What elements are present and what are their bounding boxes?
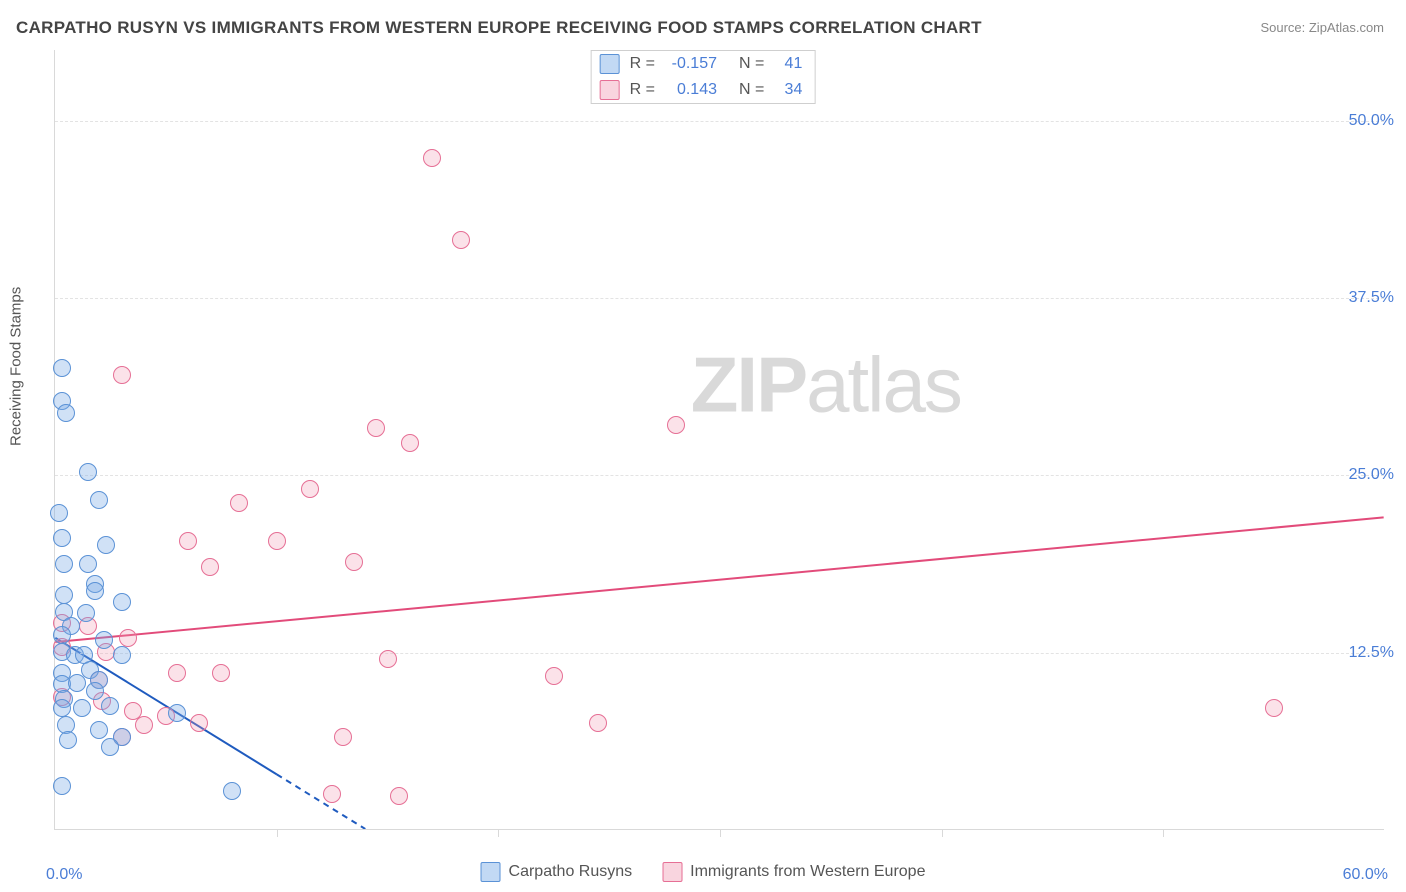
- plot-area: ZIPatlas: [54, 50, 1384, 830]
- data-point: [97, 536, 115, 554]
- series-legend: Carpatho Rusyns Immigrants from Western E…: [481, 862, 926, 882]
- data-point: [190, 714, 208, 732]
- chart-title: CARPATHO RUSYN VS IMMIGRANTS FROM WESTER…: [16, 18, 982, 38]
- data-point: [268, 532, 286, 550]
- data-point: [57, 404, 75, 422]
- data-point: [323, 785, 341, 803]
- r-value: 0.143: [665, 81, 717, 99]
- data-point: [452, 231, 470, 249]
- x-tick: [942, 829, 943, 837]
- data-point: [86, 582, 104, 600]
- gridline: [55, 298, 1384, 299]
- y-tick-label: 25.0%: [1349, 466, 1394, 484]
- data-point: [212, 664, 230, 682]
- n-label: N =: [739, 81, 764, 99]
- corr-legend-row: R = 0.143 N = 34: [592, 77, 815, 103]
- data-point: [301, 480, 319, 498]
- r-value: -0.157: [665, 55, 717, 73]
- r-label: R =: [630, 81, 655, 99]
- watermark: ZIPatlas: [691, 339, 961, 430]
- data-point: [135, 716, 153, 734]
- data-point: [79, 555, 97, 573]
- data-point: [53, 359, 71, 377]
- gridline: [55, 475, 1384, 476]
- data-point: [90, 721, 108, 739]
- corr-legend-row: R = -0.157 N = 41: [592, 51, 815, 77]
- legend-swatch: [662, 862, 682, 882]
- data-point: [55, 586, 73, 604]
- series-label: Immigrants from Western Europe: [690, 863, 925, 881]
- data-point: [53, 626, 71, 644]
- x-max-label: 60.0%: [1343, 866, 1388, 884]
- data-point: [53, 699, 71, 717]
- x-min-label: 0.0%: [46, 866, 82, 884]
- data-point: [367, 419, 385, 437]
- data-point: [230, 494, 248, 512]
- data-point: [101, 697, 119, 715]
- y-axis-label: Receiving Food Stamps: [8, 287, 25, 446]
- legend-swatch: [600, 80, 620, 100]
- legend-swatch: [600, 54, 620, 74]
- series-legend-item: Carpatho Rusyns: [481, 862, 633, 882]
- x-tick: [498, 829, 499, 837]
- data-point: [589, 714, 607, 732]
- data-point: [50, 504, 68, 522]
- data-point: [86, 682, 104, 700]
- data-point: [1265, 699, 1283, 717]
- gridline: [55, 653, 1384, 654]
- data-point: [345, 553, 363, 571]
- trend-lines: [55, 50, 1384, 829]
- data-point: [113, 593, 131, 611]
- data-point: [90, 491, 108, 509]
- data-point: [53, 777, 71, 795]
- data-point: [168, 664, 186, 682]
- data-point: [379, 650, 397, 668]
- data-point: [68, 674, 86, 692]
- data-point: [401, 434, 419, 452]
- data-point: [77, 604, 95, 622]
- gridline: [55, 121, 1384, 122]
- watermark-rest: atlas: [806, 340, 961, 428]
- legend-swatch: [481, 862, 501, 882]
- data-point: [113, 646, 131, 664]
- data-point: [113, 366, 131, 384]
- data-point: [101, 738, 119, 756]
- data-point: [667, 416, 685, 434]
- watermark-bold: ZIP: [691, 340, 806, 428]
- data-point: [119, 629, 137, 647]
- data-point: [168, 704, 186, 722]
- y-tick-label: 50.0%: [1349, 112, 1394, 130]
- source-label: Source: ZipAtlas.com: [1260, 20, 1384, 35]
- n-value: 34: [774, 81, 802, 99]
- data-point: [201, 558, 219, 576]
- series-label: Carpatho Rusyns: [509, 863, 633, 881]
- x-tick: [277, 829, 278, 837]
- data-point: [423, 149, 441, 167]
- series-legend-item: Immigrants from Western Europe: [662, 862, 925, 882]
- data-point: [334, 728, 352, 746]
- data-point: [55, 555, 73, 573]
- r-label: R =: [630, 55, 655, 73]
- data-point: [223, 782, 241, 800]
- data-point: [73, 699, 91, 717]
- data-point: [53, 529, 71, 547]
- n-label: N =: [739, 55, 764, 73]
- n-value: 41: [774, 55, 802, 73]
- data-point: [95, 631, 113, 649]
- x-tick: [720, 829, 721, 837]
- x-tick: [1163, 829, 1164, 837]
- data-point: [390, 787, 408, 805]
- y-tick-label: 37.5%: [1349, 289, 1394, 307]
- y-tick-label: 12.5%: [1349, 644, 1394, 662]
- data-point: [179, 532, 197, 550]
- data-point: [59, 731, 77, 749]
- correlation-legend: R = -0.157 N = 41 R = 0.143 N = 34: [591, 50, 816, 104]
- data-point: [545, 667, 563, 685]
- data-point: [79, 463, 97, 481]
